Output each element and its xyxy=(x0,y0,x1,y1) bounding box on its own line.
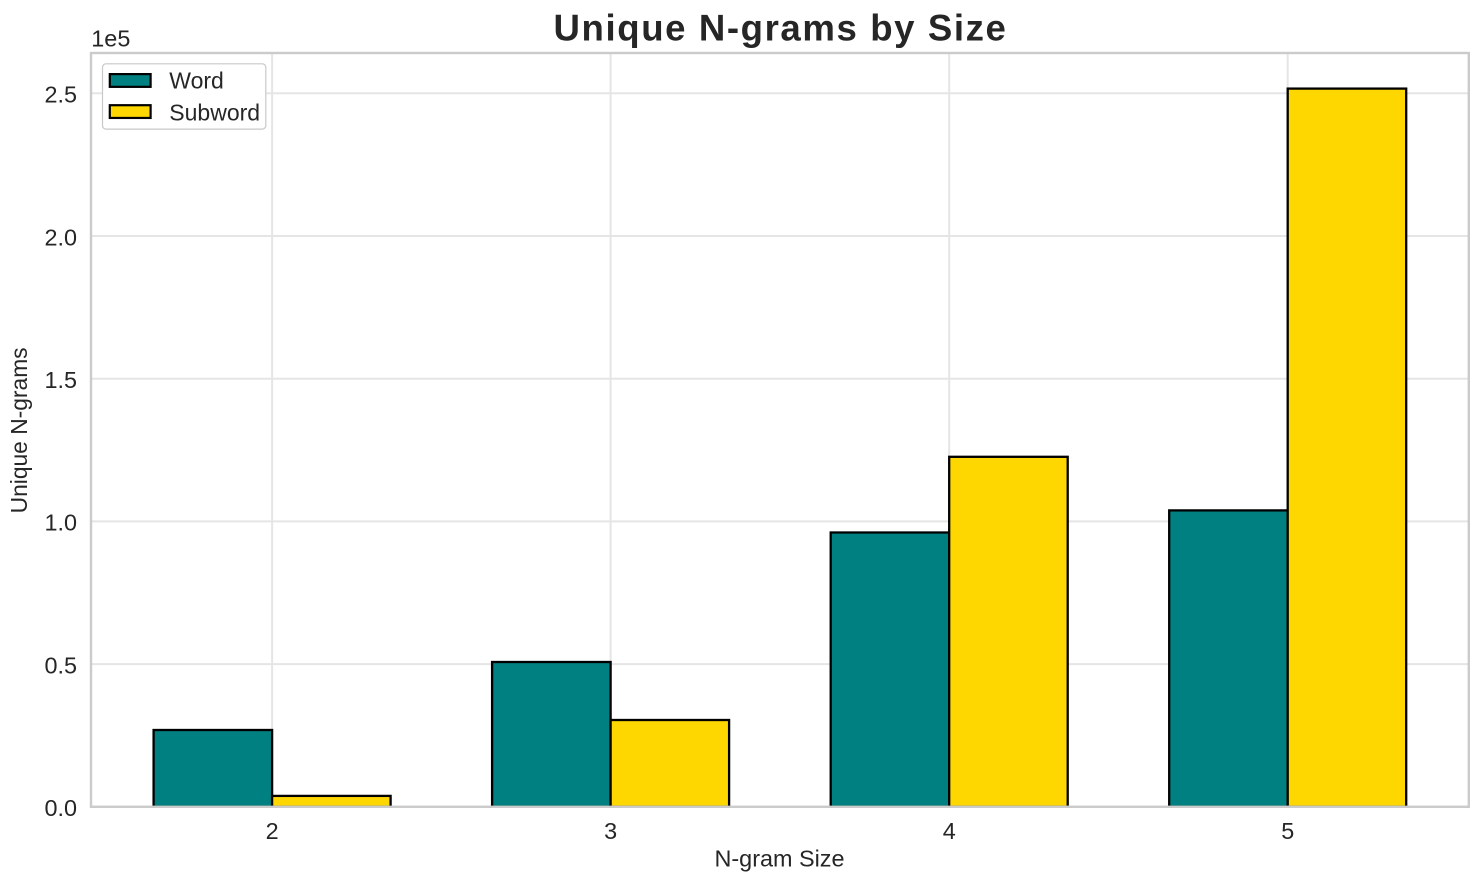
svg-text:0.0: 0.0 xyxy=(44,795,77,821)
svg-text:Unique N-grams: Unique N-grams xyxy=(6,347,32,513)
svg-text:2.5: 2.5 xyxy=(44,82,77,108)
svg-text:Unique N-grams by Size: Unique N-grams by Size xyxy=(554,7,1008,48)
svg-text:1.0: 1.0 xyxy=(44,510,77,536)
svg-text:3: 3 xyxy=(604,818,617,844)
svg-text:1e5: 1e5 xyxy=(91,25,130,51)
svg-text:1.5: 1.5 xyxy=(44,367,77,393)
svg-text:Subword: Subword xyxy=(169,99,260,125)
svg-text:5: 5 xyxy=(1281,818,1294,844)
svg-text:N-gram Size: N-gram Size xyxy=(715,845,845,871)
svg-text:Word: Word xyxy=(169,68,224,94)
svg-text:2: 2 xyxy=(266,818,279,844)
svg-text:0.5: 0.5 xyxy=(44,652,77,678)
svg-text:2.0: 2.0 xyxy=(44,224,77,250)
svg-text:4: 4 xyxy=(943,818,956,844)
